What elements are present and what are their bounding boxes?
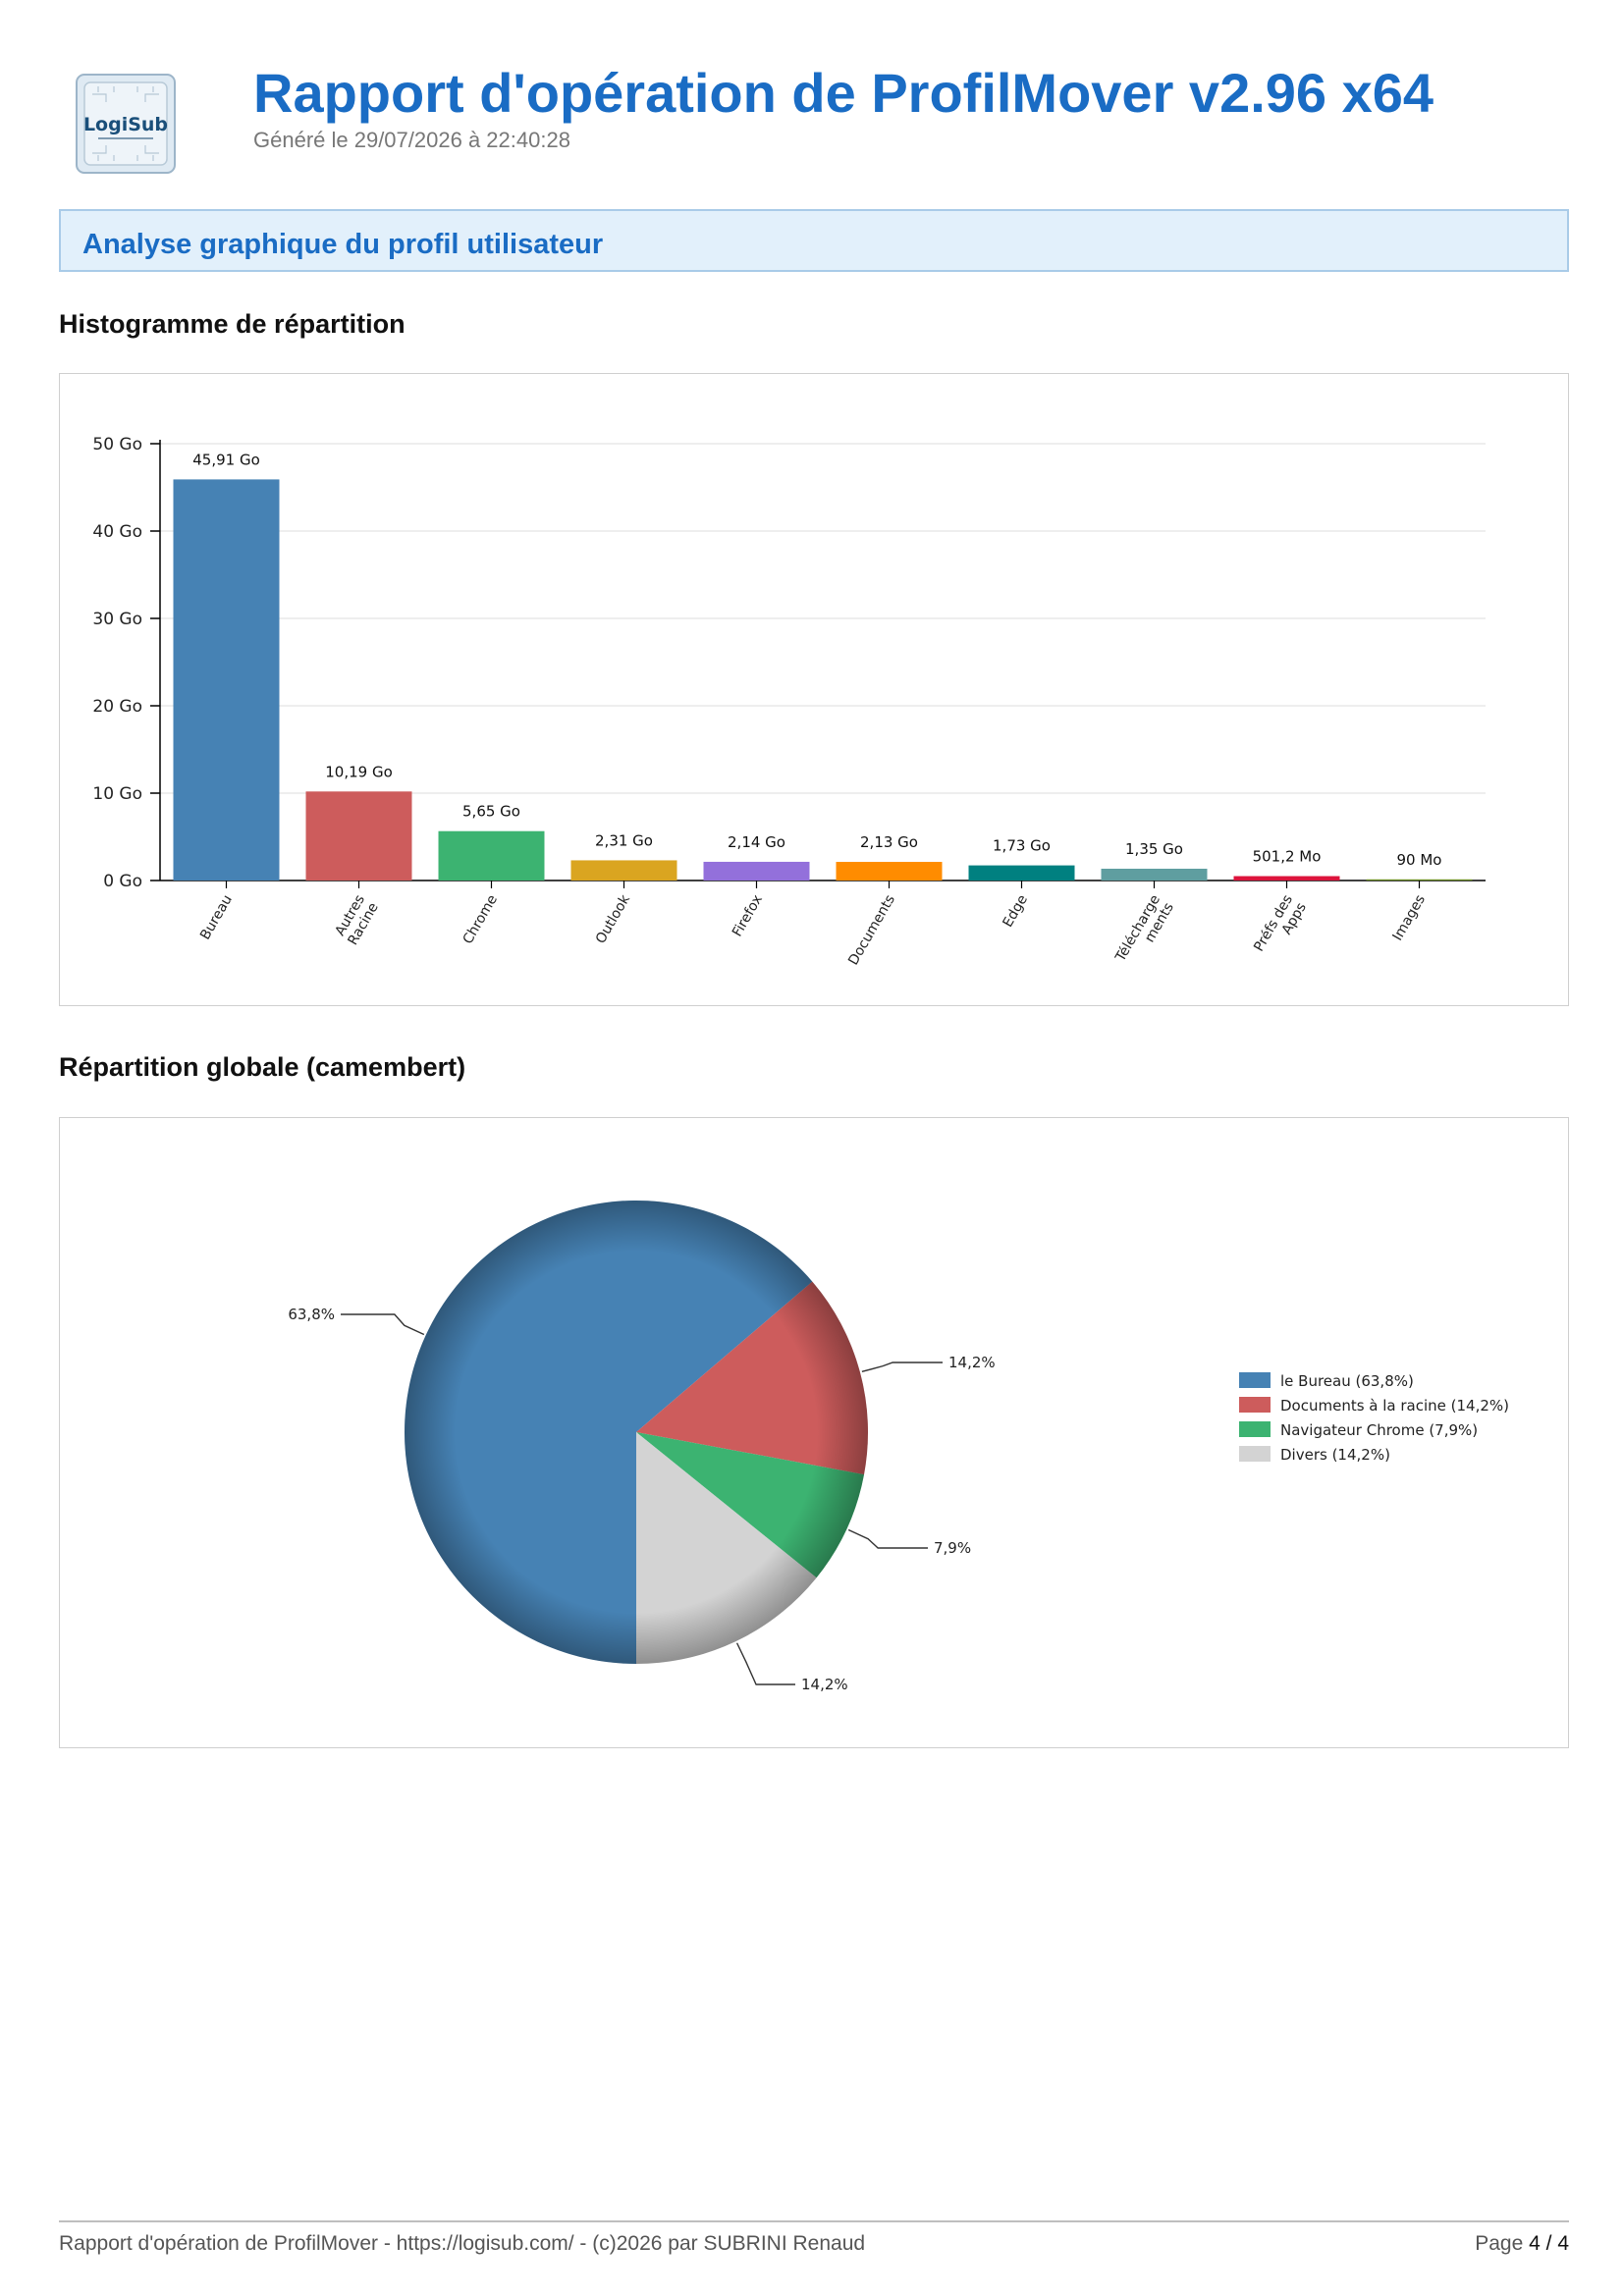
page-title: Rapport d'opération de ProfilMover v2.96… bbox=[253, 62, 1434, 124]
x-tick-label: Documents bbox=[845, 892, 898, 968]
page-label: Page bbox=[1475, 2232, 1524, 2255]
bar-value-label: 45,91 Go bbox=[192, 451, 260, 468]
bar bbox=[968, 865, 1075, 881]
y-tick-label: 20 Go bbox=[92, 697, 142, 717]
bar bbox=[173, 479, 280, 881]
pie-chart-heading: Répartition globale (camembert) bbox=[59, 1052, 466, 1082]
bar bbox=[570, 860, 677, 881]
legend-swatch bbox=[1239, 1421, 1271, 1437]
bar-value-label: 1,73 Go bbox=[993, 837, 1051, 855]
pie-chart-panel: 63,8% 14,2% 7,9% 14,2% le Bureau (63,8%) Docu… bbox=[59, 1117, 1569, 1748]
bar-value-label: 2,13 Go bbox=[860, 833, 918, 851]
bar-value-label: 2,31 Go bbox=[595, 831, 653, 849]
legend-entry: Divers (14,2%) bbox=[1280, 1446, 1390, 1464]
bar-value-label: 90 Mo bbox=[1397, 851, 1442, 869]
bar-value-label: 5,65 Go bbox=[462, 803, 520, 821]
x-tick-label: Outlook bbox=[593, 891, 634, 946]
y-tick-label: 0 Go bbox=[103, 872, 142, 891]
footer-divider bbox=[59, 2220, 1569, 2222]
pie-leader-line bbox=[847, 1528, 928, 1549]
legend-entry: Navigateur Chrome (7,9%) bbox=[1280, 1421, 1478, 1439]
y-tick-label: 40 Go bbox=[92, 522, 142, 542]
section-header: Analyse graphique du profil utilisateur bbox=[59, 209, 1569, 272]
bar bbox=[1366, 879, 1473, 881]
x-tick-label: Préfs desApps bbox=[1251, 892, 1310, 962]
x-tick-label: Edge bbox=[1000, 892, 1030, 931]
x-tick-label: Téléchargements bbox=[1112, 892, 1177, 973]
legend-entry: le Bureau (63,8%) bbox=[1280, 1372, 1414, 1390]
bar-value-label: 1,35 Go bbox=[1125, 840, 1183, 858]
legend-swatch bbox=[1239, 1446, 1271, 1462]
pie-leader-line bbox=[861, 1362, 943, 1373]
pie-percent-label: 14,2% bbox=[948, 1354, 996, 1371]
pie-leader-line bbox=[735, 1642, 795, 1685]
bar bbox=[703, 861, 810, 881]
footer-text: Rapport d'opération de ProfilMover - htt… bbox=[59, 2232, 866, 2255]
y-tick-label: 50 Go bbox=[92, 435, 142, 454]
x-tick-label: Chrome bbox=[460, 892, 501, 947]
x-tick-label: AutresRacine bbox=[332, 892, 382, 948]
generated-timestamp: Généré le 29/07/2026 à 22:40:28 bbox=[253, 128, 570, 152]
bar-chart-panel: 0 Go 10 Go 20 Go 30 Go 40 Go 50 Go 45,91 Go Bur… bbox=[59, 373, 1569, 1006]
bar-value-label: 10,19 Go bbox=[325, 763, 393, 780]
pie-percent-label: 63,8% bbox=[288, 1306, 335, 1323]
page-separator: / bbox=[1545, 2232, 1552, 2255]
bar bbox=[836, 862, 943, 881]
x-tick-label: Bureau bbox=[197, 892, 236, 942]
legend-swatch bbox=[1239, 1372, 1271, 1388]
x-tick-label: Images bbox=[1390, 892, 1429, 943]
pie-leader-line bbox=[341, 1313, 425, 1336]
logo-text: LogiSub bbox=[83, 114, 168, 135]
bar-chart-heading: Histogramme de répartition bbox=[59, 309, 406, 339]
legend-entry: Documents à la racine (14,2%) bbox=[1280, 1397, 1509, 1415]
page-number: Page 4 / 4 bbox=[1475, 2232, 1569, 2256]
legend-swatch bbox=[1239, 1397, 1271, 1413]
page-current: 4 bbox=[1529, 2232, 1541, 2255]
bar-value-label: 2,14 Go bbox=[728, 833, 785, 851]
bar-chart: 0 Go 10 Go 20 Go 30 Go 40 Go 50 Go 45,91 Go Bur… bbox=[92, 435, 1486, 973]
bar bbox=[1233, 876, 1340, 881]
y-tick-label: 30 Go bbox=[92, 610, 142, 629]
y-tick-label: 10 Go bbox=[92, 784, 142, 804]
page-total: 4 bbox=[1557, 2232, 1569, 2255]
pie-shading bbox=[405, 1201, 868, 1664]
pie-percent-label: 14,2% bbox=[801, 1676, 848, 1693]
pie-percent-label: 7,9% bbox=[934, 1539, 971, 1557]
bar bbox=[438, 830, 545, 881]
bar-value-label: 501,2 Mo bbox=[1253, 848, 1322, 866]
bar bbox=[305, 791, 412, 881]
section-title: Analyse graphique du profil utilisateur bbox=[82, 229, 604, 260]
x-tick-label: Firefox bbox=[730, 892, 766, 939]
bar bbox=[1101, 868, 1208, 881]
pie-chart: 63,8% 14,2% 7,9% 14,2% le Bureau (63,8%) Docu… bbox=[288, 1201, 1509, 1693]
logisub-logo: LogiSub bbox=[76, 74, 176, 174]
